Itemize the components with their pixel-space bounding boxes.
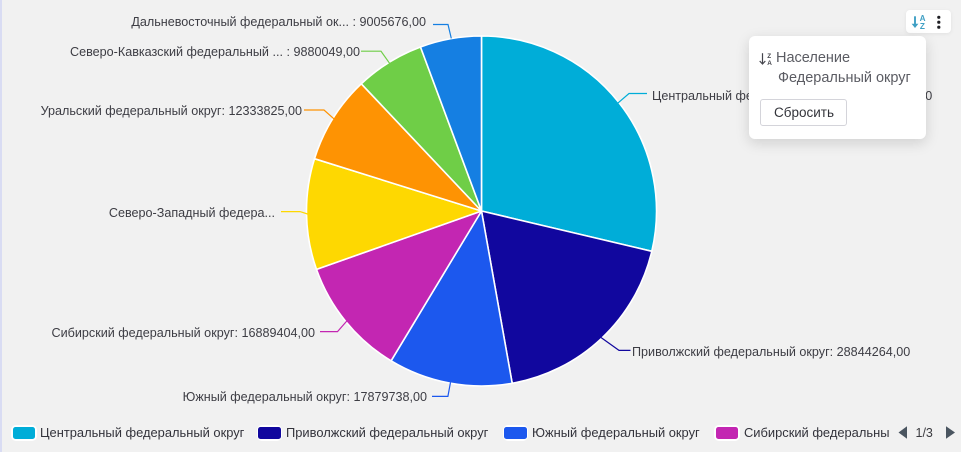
svg-text:1/3: 1/3 bbox=[916, 426, 933, 440]
svg-text:A: A bbox=[767, 60, 772, 67]
svg-text:Z: Z bbox=[920, 22, 925, 31]
svg-text:A: A bbox=[920, 14, 926, 23]
svg-text:Z: Z bbox=[767, 53, 771, 60]
